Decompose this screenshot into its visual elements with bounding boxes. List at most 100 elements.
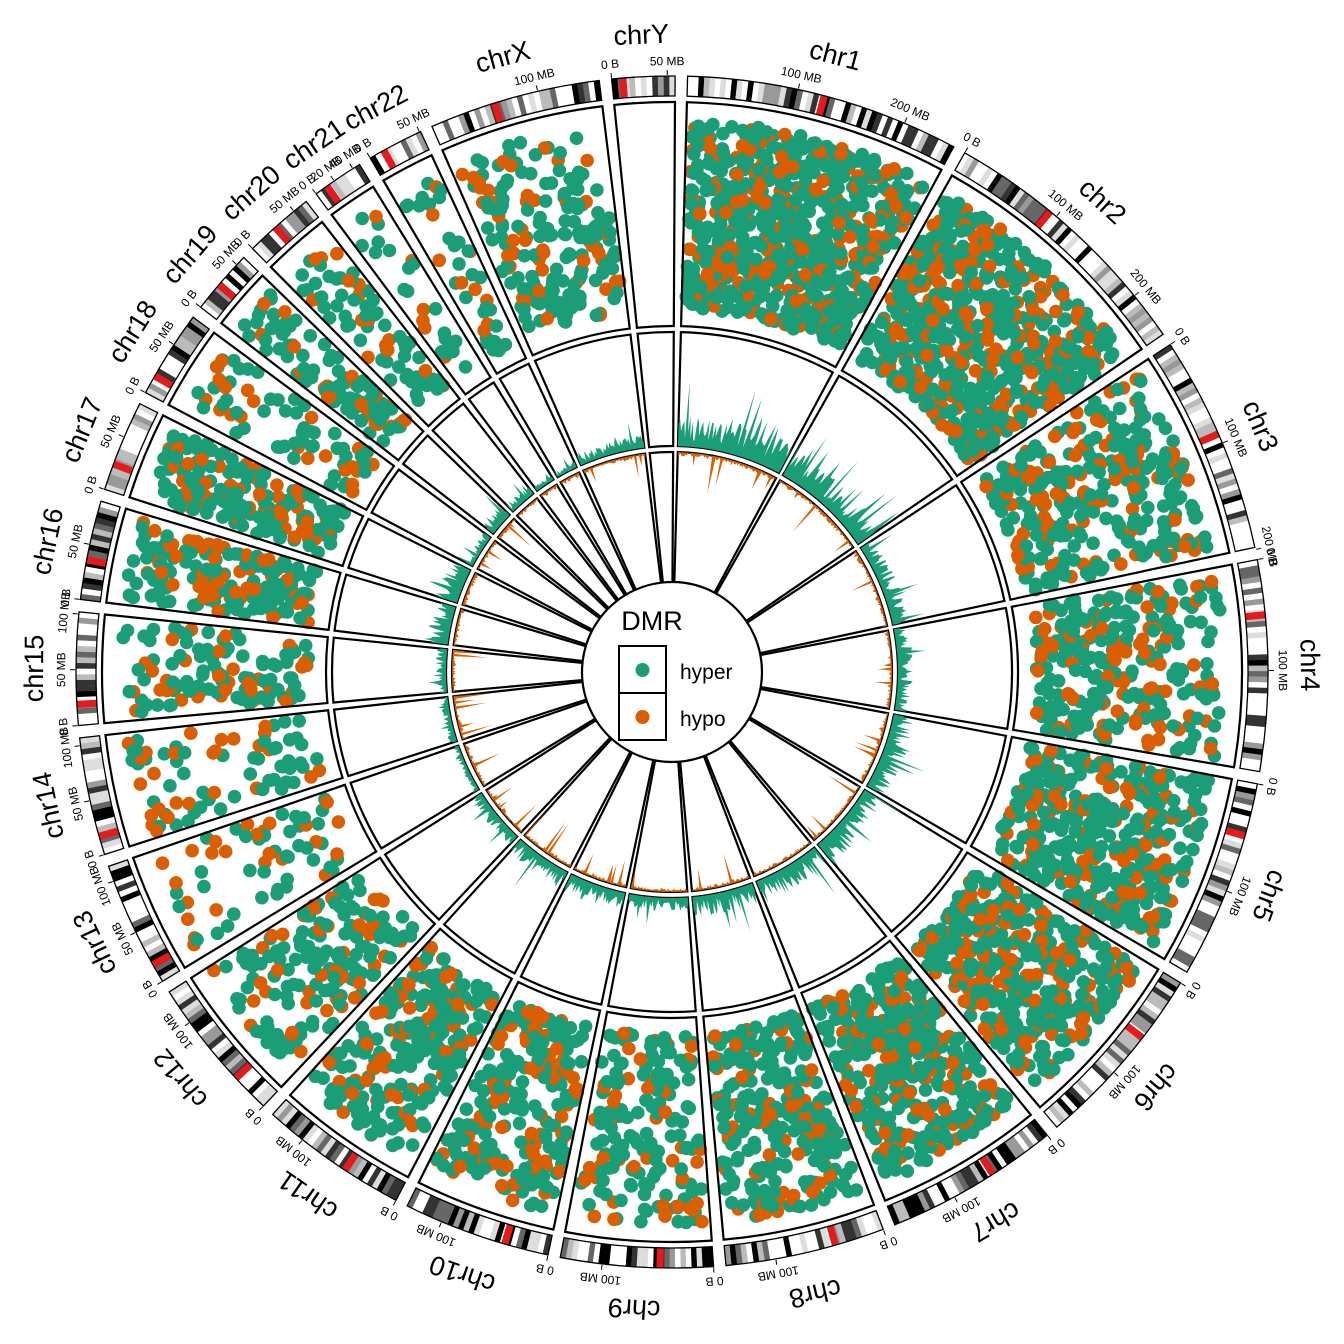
dmr-point-hyper	[310, 752, 324, 766]
dmr-point-hyper	[723, 284, 738, 299]
dmr-point-hypo	[879, 1050, 894, 1065]
dmr-point-hyper	[1104, 590, 1118, 604]
dmr-point-hyper	[534, 1199, 549, 1213]
dmr-point-hyper	[1006, 1006, 1021, 1021]
dmr-point-hypo	[1047, 429, 1062, 444]
dmr-point-hyper	[842, 305, 857, 320]
dmr-point-hyper	[1016, 270, 1030, 285]
dmr-point-hyper	[1042, 819, 1057, 833]
dmr-point-hypo	[218, 683, 233, 697]
dmr-point-hyper	[963, 430, 978, 444]
dmr-point-hypo	[207, 963, 221, 978]
dmr-point-hyper	[728, 214, 742, 229]
dmr-point-hyper	[1158, 449, 1173, 464]
dmr-point-hyper	[835, 1177, 849, 1192]
dmr-point-hyper	[681, 1072, 696, 1087]
dmr-point-hypo	[495, 1120, 509, 1135]
dmr-point-hyper	[765, 140, 780, 154]
dmr-point-hyper	[756, 1160, 770, 1175]
dmr-point-hyper	[1099, 511, 1113, 526]
dmr-points-chr3	[979, 372, 1214, 597]
dmr-point-hyper	[690, 1135, 705, 1149]
dmr-point-hyper	[300, 841, 314, 855]
dmr-point-hypo	[1138, 646, 1152, 660]
dmr-point-hyper	[745, 1183, 759, 1197]
dmr-point-hyper	[1018, 984, 1033, 999]
dmr-point-hyper	[734, 253, 749, 267]
dmr-point-hypo	[190, 534, 204, 549]
dmr-point-hyper	[889, 1031, 904, 1045]
dmr-point-hyper	[924, 364, 939, 379]
dmr-point-hyper	[582, 1197, 596, 1212]
dmr-point-hyper	[938, 368, 952, 382]
dmr-point-hyper	[596, 1173, 610, 1188]
dmr-point-hypo	[849, 1099, 863, 1114]
dmr-point-hypo	[359, 1073, 374, 1088]
dmr-point-hyper	[184, 545, 198, 560]
dmr-point-hypo	[617, 1026, 631, 1041]
dmr-point-hyper	[395, 910, 410, 924]
dmr-point-hyper	[878, 1165, 892, 1179]
dmr-point-hypo	[863, 212, 878, 227]
dmr-point-hyper	[1201, 773, 1215, 788]
dmr-point-hyper	[1128, 421, 1143, 435]
dmr-point-hyper	[707, 222, 722, 237]
dmr-point-hyper	[771, 1016, 786, 1031]
dmr-point-hyper	[974, 396, 988, 410]
dmr-point-hypo	[161, 810, 175, 825]
dmr-point-hypo	[453, 1159, 467, 1174]
dmr-point-hypo	[982, 259, 997, 274]
dmr-point-hyper	[227, 789, 242, 804]
dmr-point-hypo	[262, 846, 277, 861]
dmr-point-hyper	[291, 561, 305, 575]
dmr-point-hyper	[249, 595, 264, 609]
dmr-point-hyper	[177, 766, 191, 781]
dmr-point-hyper	[868, 168, 883, 182]
dmr-point-hypo	[789, 294, 803, 308]
dmr-point-hypo	[1025, 798, 1040, 813]
dmr-point-hypo	[375, 1004, 390, 1019]
dmr-point-hyper	[1105, 814, 1119, 829]
dmr-point-hyper	[999, 517, 1014, 531]
dmr-point-hyper	[856, 280, 870, 295]
dmr-point-hyper	[872, 1107, 887, 1121]
dmr-point-hyper	[1212, 603, 1227, 617]
dmr-point-hyper	[787, 1111, 801, 1125]
dmr-points-chr12	[207, 873, 420, 1060]
dmr-point-hypo	[226, 732, 241, 746]
dmr-point-hyper	[942, 265, 957, 280]
dmr-point-hypo	[743, 142, 757, 157]
dmr-point-hyper	[383, 986, 397, 1000]
dmr-point-hypo	[957, 945, 971, 960]
dmr-point-hyper	[340, 957, 354, 971]
dmr-point-hyper	[306, 853, 321, 867]
dmr-point-hyper	[823, 242, 837, 256]
dmr-point-hypo	[1126, 481, 1141, 495]
dmr-point-hyper	[1183, 614, 1198, 629]
dmr-point-hypo	[253, 976, 268, 990]
dmr-point-hyper	[722, 1167, 736, 1182]
dmr-point-hyper	[1176, 687, 1191, 701]
dmr-point-hypo	[169, 549, 184, 563]
dmr-point-hyper	[929, 1129, 943, 1144]
dmr-point-hyper	[887, 236, 902, 250]
dmr-point-hyper	[1057, 1033, 1072, 1048]
dmr-point-hyper	[857, 1047, 872, 1062]
dmr-point-hyper	[405, 1138, 420, 1152]
dmr-point-hyper	[701, 121, 716, 136]
dmr-point-hypo	[726, 263, 741, 278]
dmr-point-hyper	[1107, 462, 1122, 476]
dmr-point-hyper	[838, 328, 852, 342]
dmr-point-hyper	[1016, 831, 1031, 845]
dmr-point-hyper	[387, 1058, 401, 1073]
dmr-point-hypo	[297, 656, 312, 670]
dmr-point-hypo	[1076, 1011, 1091, 1025]
dmr-point-hypo	[366, 1061, 381, 1075]
dmr-point-hyper	[297, 811, 311, 825]
dmr-point-hypo	[958, 306, 973, 320]
dmr-point-hyper	[1032, 696, 1047, 710]
dmr-point-hyper	[1046, 984, 1060, 998]
dmr-points-chr16	[121, 515, 324, 630]
dmr-point-hyper	[790, 1085, 805, 1100]
dmr-point-hyper	[921, 397, 936, 412]
